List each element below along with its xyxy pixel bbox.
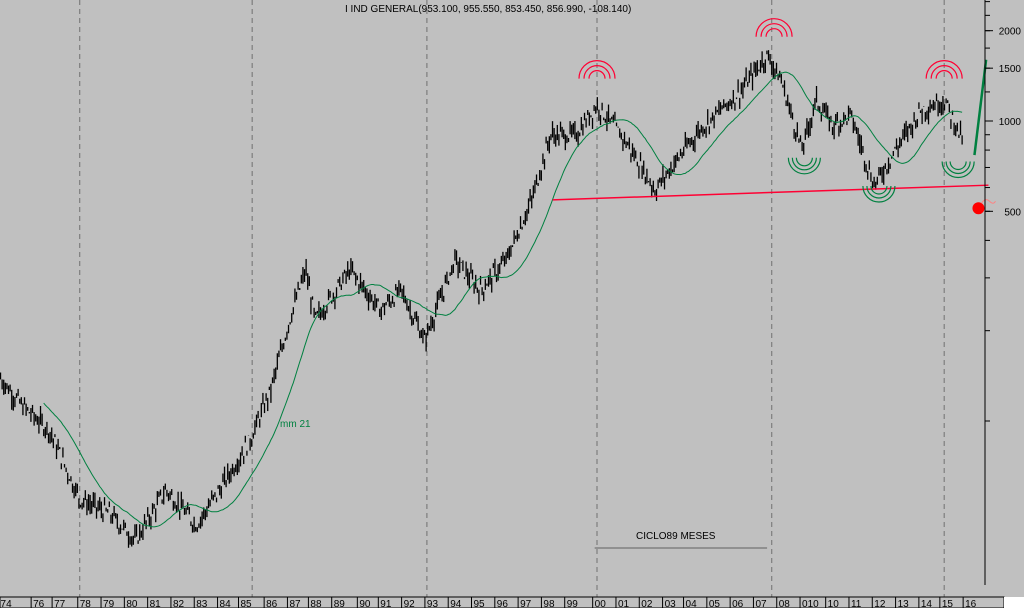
x-tick-label: 85: [241, 599, 253, 608]
x-tick-label: 15: [942, 599, 954, 608]
x-tick-label: 97: [520, 599, 532, 608]
bomb-fuse-icon: [981, 199, 996, 204]
x-tick-label: 05: [709, 599, 721, 608]
x-axis: 74 76 77 78 79 80 81 82 83 84 85 86 87 88 89 90 91 92 93 94…: [0, 596, 1024, 608]
bottom-arc-icon: [791, 157, 817, 171]
x-tick-label: 00: [595, 599, 607, 608]
x-tick-label: 91: [380, 599, 392, 608]
x-tick-label: 10: [828, 599, 840, 608]
x-tick-label: 04: [686, 599, 698, 608]
top-arc-icon: [755, 18, 793, 37]
x-tick-label: 11: [851, 599, 862, 608]
top-arc-icon: [578, 59, 616, 79]
x-tick-label: 79: [103, 599, 115, 608]
x-tick-label: 98: [543, 599, 555, 608]
x-tick-label: 13: [898, 599, 910, 608]
x-tick-label: 88: [310, 599, 322, 608]
bottom-arc-icon: [941, 161, 975, 179]
x-tick-label: 81: [150, 599, 162, 608]
bomb-icon: [972, 202, 985, 215]
x-tick-label: 89: [334, 599, 346, 608]
x-tick-label: 86: [266, 599, 278, 608]
price-bars: [0, 50, 963, 548]
top-arc-icon: [583, 64, 611, 79]
top-arc-icon: [760, 23, 788, 37]
x-tick-label: 96: [497, 599, 509, 608]
x-tick-label: 95: [474, 599, 486, 608]
x-tick-label: 82: [173, 599, 185, 608]
support-line: [552, 184, 989, 201]
x-tick-label: 76: [33, 599, 45, 608]
chart-title: I IND GENERAL(953.100, 955.550, 853.450,…: [345, 4, 631, 15]
x-tick-label: 80: [126, 599, 138, 608]
x-tick-label: 07: [755, 599, 767, 608]
x-tick-label: 74: [1, 599, 13, 608]
y-tick-label: 1500: [999, 64, 1022, 75]
top-arc-icon: [935, 70, 953, 79]
x-tick-label: 99: [567, 599, 579, 608]
x-tick-label: 93: [427, 599, 439, 608]
ma-label: mm 21: [280, 419, 311, 430]
x-tick-label: 77: [54, 599, 66, 608]
bottom-arc-icon: [945, 161, 971, 175]
y-tick-label: 2000: [999, 27, 1022, 38]
x-tick-label: 14: [921, 599, 933, 608]
x-tick-label: 06: [732, 599, 744, 608]
x-tick-label: 16: [965, 599, 977, 608]
y-axis: 2000 1500 1000 500: [984, 0, 1022, 585]
x-tick-label: 92: [404, 599, 416, 608]
bottom-arc-icon: [949, 161, 967, 170]
x-tick-label: 01: [618, 599, 630, 608]
top-arc-icon: [925, 59, 963, 79]
top-arc-icon: [930, 64, 958, 79]
x-axis-corner: [1004, 597, 1024, 608]
cycle-markers: [79, 0, 945, 597]
bottom-arc-icon: [870, 185, 888, 195]
projection-arrow: [973, 59, 988, 156]
y-tick-label: 500: [1004, 207, 1021, 218]
x-tick-label: 78: [80, 599, 92, 608]
x-tick-label: 83: [196, 599, 208, 608]
x-tick-label: 08: [779, 599, 791, 608]
bottom-arc-icon: [862, 185, 896, 203]
top-arc-icon: [765, 28, 783, 37]
x-tick-label: 90: [359, 599, 371, 608]
x-tick-label: 84: [220, 599, 232, 608]
y-tick-label: 1000: [999, 117, 1022, 128]
x-tick-label: 87: [289, 599, 301, 608]
x-tick-label: 94: [450, 599, 462, 608]
x-tick-label: 03: [665, 599, 677, 608]
x-tick-label: 02: [641, 599, 653, 608]
bottom-arc-icon: [795, 157, 813, 167]
x-tick-label: 12: [874, 599, 886, 608]
moving-average-line: [43, 71, 963, 528]
bottom-arc-icon: [787, 157, 821, 175]
bottom-arc-icon: [866, 185, 892, 199]
cycle-label: CICLO89 MESES: [636, 531, 716, 542]
annotations: [552, 18, 996, 549]
x-tick-label: 010: [802, 599, 819, 608]
top-arc-icon: [588, 70, 606, 79]
